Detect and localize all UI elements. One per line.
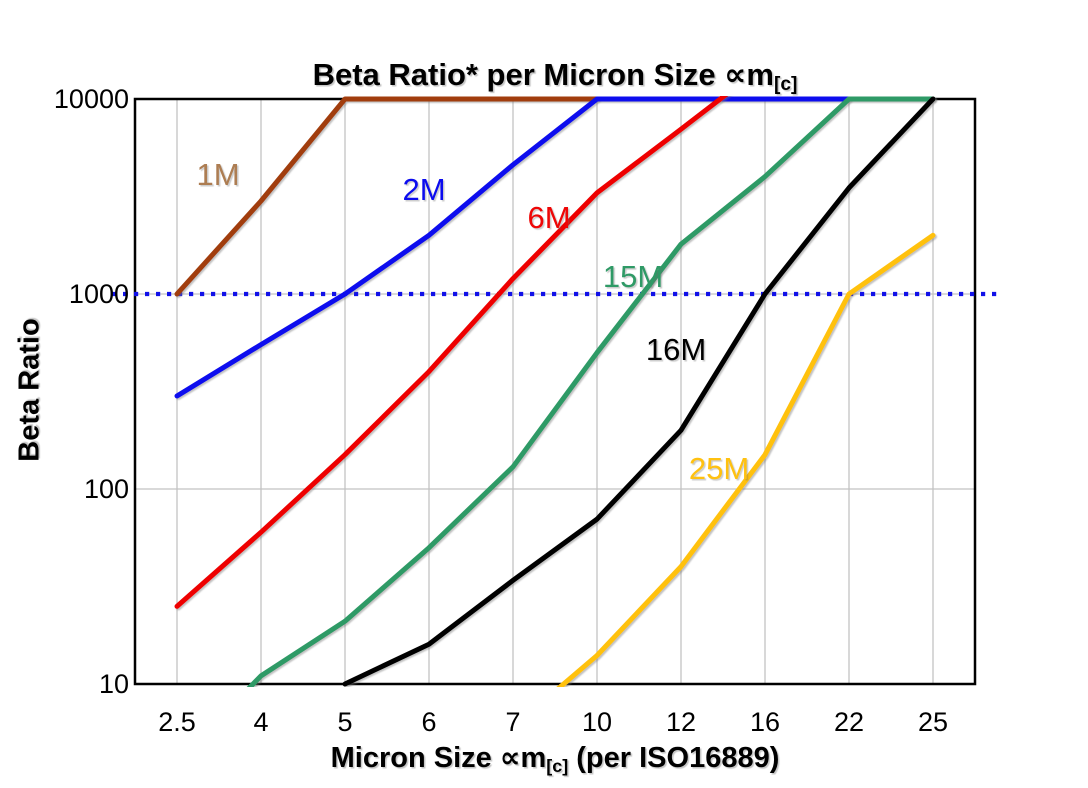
- x-tick-label: 5: [337, 707, 352, 737]
- series-label-16M: 16M: [646, 332, 706, 367]
- series-label-15M: 15M: [603, 259, 663, 294]
- series-line-25M: [556, 232, 936, 687]
- series-label-1M: 1M: [196, 157, 239, 192]
- series-line-2M: [174, 96, 852, 399]
- x-axis-title-suffix: (per ISO16889): [568, 742, 780, 774]
- x-tick-label: 2.5: [158, 707, 196, 737]
- proportional-symbol: ∝m: [499, 742, 547, 774]
- series-label-6M: 6M: [527, 200, 570, 235]
- series-label-2M: 2M: [402, 172, 445, 207]
- series-label-25M: 25M: [689, 451, 749, 486]
- series-line-16M: [342, 96, 936, 687]
- y-tick-label: 10000: [54, 84, 129, 114]
- x-tick-label: 10: [582, 707, 612, 737]
- x-axis-title-text: Micron Size: [330, 742, 500, 774]
- series-line-15M: [246, 96, 936, 687]
- chart-title-text: Beta Ratio* per Micron Size: [312, 57, 725, 92]
- x-tick-label: 7: [505, 707, 520, 737]
- x-tick-label: 25: [918, 707, 948, 737]
- series-line-1M: [174, 96, 600, 297]
- x-tick-label: 4: [253, 707, 268, 737]
- y-tick-label: 1000: [69, 279, 129, 309]
- x-tick-label: 6: [421, 707, 436, 737]
- x-tick-label: 16: [750, 707, 780, 737]
- y-tick-label: 10: [99, 669, 129, 699]
- x-axis-title: Micron Size ∝m[c] (per ISO16889): [135, 740, 975, 777]
- y-tick-label: 100: [84, 474, 129, 504]
- x-axis-title-subscript: [c]: [546, 756, 569, 777]
- series-line-6M: [174, 96, 729, 609]
- proportional-symbol: ∝m: [724, 57, 774, 92]
- chart-title: Beta Ratio* per Micron Size ∝m[c]: [135, 57, 975, 96]
- x-tick-label: 12: [666, 707, 696, 737]
- chart-title-subscript: [c]: [773, 74, 798, 96]
- x-tick-label: 22: [834, 707, 864, 737]
